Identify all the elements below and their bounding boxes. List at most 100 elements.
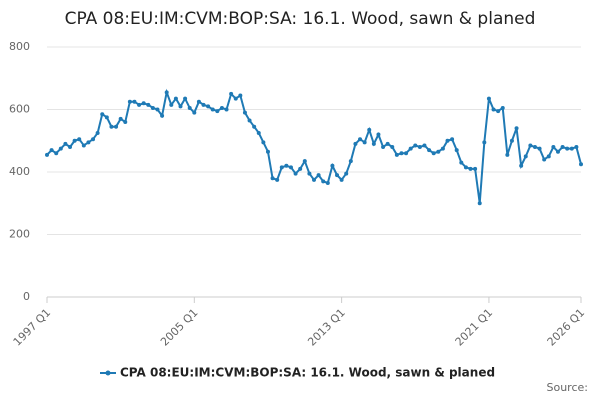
point: [565, 146, 570, 151]
point: [316, 173, 321, 178]
point: [77, 137, 82, 142]
legend-label: CPA 08:EU:IM:CVM:BOP:SA: 16.1. Wood, saw…: [120, 366, 495, 380]
chart-title: CPA 08:EU:IM:CVM:BOP:SA: 16.1. Wood, saw…: [65, 9, 536, 29]
point: [574, 145, 579, 149]
point: [91, 137, 96, 142]
point: [555, 149, 560, 154]
point: [279, 165, 284, 170]
point: [261, 140, 266, 145]
point: [293, 171, 298, 176]
source: Source:: [547, 381, 589, 394]
x-tick-label: 2013 Q1: [305, 306, 348, 349]
point: [413, 143, 418, 148]
point: [417, 145, 422, 149]
y-tick-label: 0: [23, 290, 30, 303]
point: [109, 124, 114, 129]
y-tick-label: 600: [9, 103, 30, 116]
point: [523, 154, 528, 159]
point: [307, 171, 312, 176]
point: [436, 149, 441, 154]
point: [560, 145, 565, 149]
point: [100, 112, 105, 117]
point: [551, 145, 556, 149]
point: [362, 140, 367, 145]
point: [339, 177, 344, 182]
point: [155, 107, 160, 112]
point: [358, 137, 363, 142]
point: [422, 143, 427, 148]
legend-marker: [105, 370, 111, 376]
point: [169, 102, 174, 107]
point: [288, 165, 293, 170]
point: [72, 138, 77, 143]
point: [252, 124, 257, 129]
point: [242, 110, 247, 115]
point: [440, 146, 445, 151]
point: [579, 162, 583, 167]
point: [127, 99, 132, 104]
point: [58, 146, 63, 151]
point: [238, 93, 243, 98]
x-tick-label: 1997 Q1: [11, 306, 54, 349]
point: [454, 148, 459, 153]
point: [219, 105, 224, 110]
point: [408, 146, 413, 151]
point: [427, 148, 432, 153]
point: [104, 115, 109, 120]
point: [321, 179, 326, 184]
point: [298, 166, 303, 171]
y-tick-label: 200: [9, 228, 30, 241]
y-tick-label: 800: [9, 40, 30, 53]
y-tick-label: 400: [9, 165, 30, 178]
point: [201, 102, 206, 107]
point: [123, 120, 128, 124]
point: [114, 124, 119, 129]
point: [381, 145, 386, 149]
point: [473, 166, 478, 171]
point: [173, 96, 178, 101]
point: [385, 141, 390, 146]
point: [514, 126, 519, 131]
point: [500, 105, 505, 110]
point: [537, 146, 542, 151]
point: [376, 132, 381, 137]
point: [192, 110, 197, 115]
point: [482, 140, 487, 145]
point: [302, 159, 307, 164]
point: [284, 163, 289, 168]
point: [330, 163, 335, 168]
point: [215, 109, 220, 114]
point: [519, 163, 524, 168]
series-line: [46, 88, 582, 204]
point: [505, 152, 510, 157]
point: [54, 151, 59, 156]
point: [404, 151, 409, 156]
point: [210, 107, 215, 112]
point: [445, 138, 450, 143]
point: [546, 154, 551, 159]
point: [532, 145, 537, 149]
point: [196, 99, 201, 104]
point: [542, 157, 547, 162]
point: [463, 165, 468, 170]
point: [509, 138, 514, 143]
point: [118, 116, 123, 121]
point: [206, 104, 211, 109]
point: [141, 101, 146, 106]
point: [132, 99, 137, 104]
point: [270, 176, 275, 181]
point: [335, 173, 340, 178]
point: [399, 151, 404, 156]
point: [86, 140, 91, 145]
x-tick-label: 2021 Q1: [453, 306, 496, 349]
point: [247, 118, 252, 123]
point: [459, 160, 464, 165]
point: [229, 91, 234, 96]
point: [367, 127, 372, 132]
point: [390, 145, 395, 149]
point: [477, 201, 482, 206]
point: [146, 102, 151, 107]
point: [95, 130, 100, 135]
point: [183, 96, 188, 101]
point: [569, 146, 574, 151]
